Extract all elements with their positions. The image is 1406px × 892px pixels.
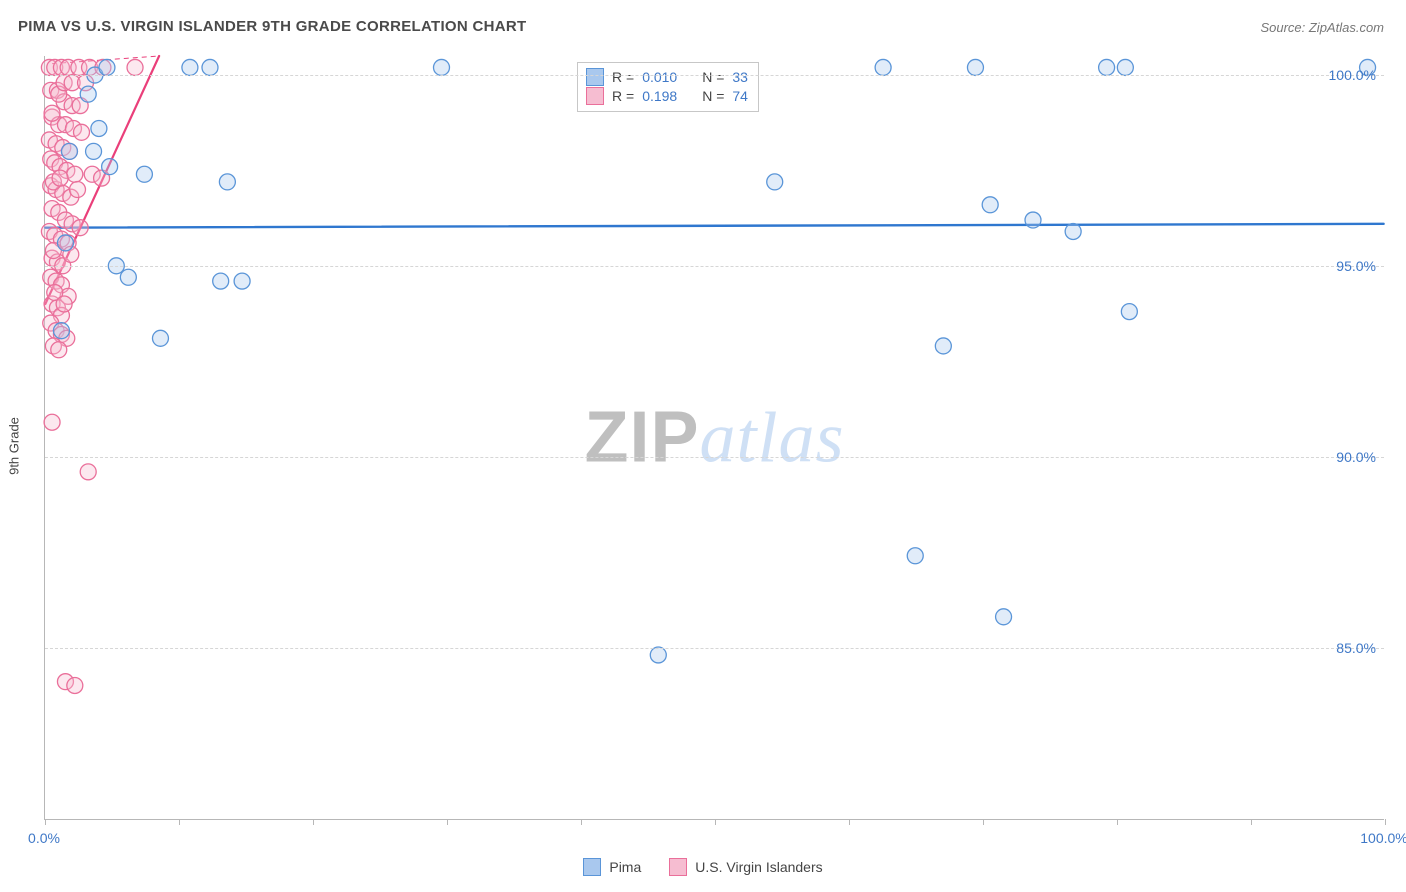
ytick-label: 95.0%: [1336, 258, 1376, 274]
n-label: N =: [702, 68, 724, 87]
xtick: [581, 819, 582, 825]
legend-swatch-usvi: [586, 87, 604, 105]
xtick: [313, 819, 314, 825]
ytick-label: 100.0%: [1329, 67, 1376, 83]
legend-stats: R = 0.010 N = 33 R = 0.198 N = 74: [577, 62, 759, 112]
n-value-usvi: 74: [732, 87, 748, 106]
xtick: [1385, 819, 1386, 825]
xtick: [45, 819, 46, 825]
r-label: R =: [612, 68, 634, 87]
point-pima: [213, 273, 229, 289]
point-pima: [935, 338, 951, 354]
r-label: R =: [612, 87, 634, 106]
chart-svg: [45, 56, 1384, 819]
point-pima: [1121, 304, 1137, 320]
legend-label-usvi: U.S. Virgin Islanders: [695, 859, 822, 875]
point-pima: [234, 273, 250, 289]
point-pima: [99, 59, 115, 75]
trendline-pima: [45, 224, 1383, 228]
legend-item-pima: Pima: [583, 858, 641, 876]
xtick: [1251, 819, 1252, 825]
point-pima: [80, 86, 96, 102]
point-pima: [967, 59, 983, 75]
point-pima: [202, 59, 218, 75]
legend-swatch-pima-2: [583, 858, 601, 876]
point-pima: [136, 166, 152, 182]
r-value-usvi: 0.198: [642, 87, 686, 106]
n-label: N =: [702, 87, 724, 106]
point-usvi: [67, 166, 83, 182]
xtick: [447, 819, 448, 825]
plot-area: ZIPatlas R = 0.010 N = 33 R = 0.198 N = …: [44, 56, 1384, 820]
legend-swatch-usvi-2: [669, 858, 687, 876]
point-pima: [182, 59, 198, 75]
y-axis-label: 9th Grade: [7, 417, 22, 475]
xtick: [849, 819, 850, 825]
point-pima: [1099, 59, 1115, 75]
point-pima: [434, 59, 450, 75]
point-pima: [1065, 224, 1081, 240]
ytick-label: 90.0%: [1336, 449, 1376, 465]
point-usvi: [44, 105, 60, 121]
xtick: [179, 819, 180, 825]
point-usvi: [72, 220, 88, 236]
point-pima: [102, 159, 118, 175]
point-usvi: [52, 170, 68, 186]
legend-label-pima: Pima: [609, 859, 641, 875]
point-usvi: [80, 464, 96, 480]
point-pima: [650, 647, 666, 663]
gridline-h: [45, 266, 1384, 267]
point-pima: [57, 235, 73, 251]
point-pima: [53, 323, 69, 339]
point-usvi: [127, 59, 143, 75]
point-pima: [120, 269, 136, 285]
xtick: [983, 819, 984, 825]
point-pima: [86, 143, 102, 159]
point-pima: [1025, 212, 1041, 228]
point-pima: [875, 59, 891, 75]
source-label: Source: ZipAtlas.com: [1260, 20, 1384, 35]
point-pima: [996, 609, 1012, 625]
point-usvi: [70, 182, 86, 198]
point-usvi: [74, 124, 90, 140]
point-usvi: [51, 342, 67, 358]
xtick: [715, 819, 716, 825]
n-value-pima: 33: [732, 68, 748, 87]
ytick-label: 85.0%: [1336, 640, 1376, 656]
point-pima: [152, 330, 168, 346]
point-pima: [907, 548, 923, 564]
gridline-h: [45, 457, 1384, 458]
point-usvi: [67, 677, 83, 693]
legend-stats-row-usvi: R = 0.198 N = 74: [586, 87, 748, 106]
xtick-label: 100.0%: [1360, 830, 1406, 846]
point-usvi: [56, 296, 72, 312]
point-pima: [61, 143, 77, 159]
gridline-h: [45, 648, 1384, 649]
xtick-label: 0.0%: [28, 830, 60, 846]
point-pima: [91, 120, 107, 136]
point-pima: [1117, 59, 1133, 75]
point-usvi: [44, 414, 60, 430]
point-pima: [982, 197, 998, 213]
xtick: [1117, 819, 1118, 825]
legend-stats-row-pima: R = 0.010 N = 33: [586, 68, 748, 87]
legend-item-usvi: U.S. Virgin Islanders: [669, 858, 822, 876]
r-value-pima: 0.010: [642, 68, 686, 87]
point-pima: [219, 174, 235, 190]
chart-title: PIMA VS U.S. VIRGIN ISLANDER 9TH GRADE C…: [18, 18, 527, 35]
legend-series: Pima U.S. Virgin Islanders: [0, 858, 1406, 876]
point-pima: [767, 174, 783, 190]
legend-swatch-pima: [586, 68, 604, 86]
gridline-h: [45, 75, 1384, 76]
